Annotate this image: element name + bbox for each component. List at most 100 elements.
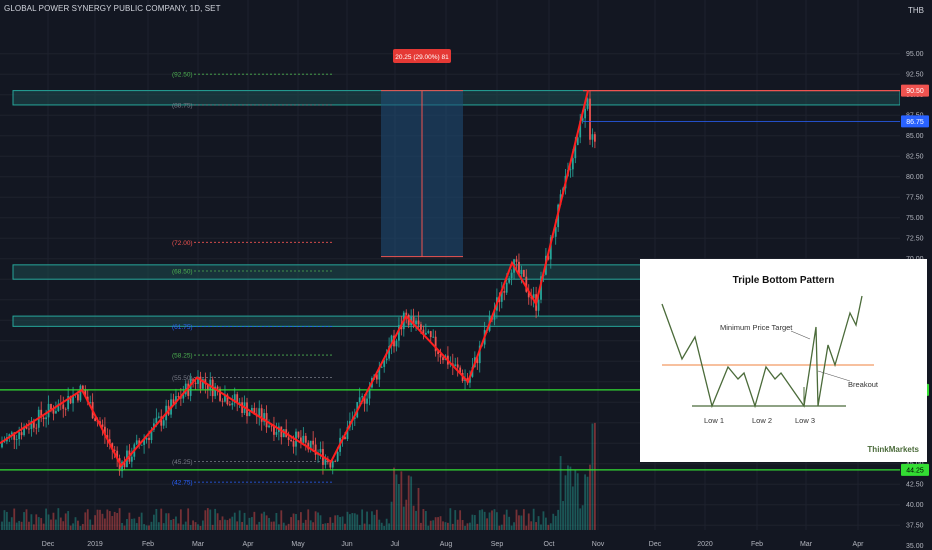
candle [314, 444, 317, 455]
candle [292, 441, 295, 447]
candle [228, 404, 231, 406]
volume-bar [189, 525, 192, 530]
candle [260, 408, 263, 422]
candle [579, 120, 582, 138]
volume-bar [549, 523, 552, 530]
candle [175, 396, 177, 404]
candle [57, 403, 60, 412]
volume-bar [584, 474, 586, 530]
x-tick: Jun [341, 541, 352, 548]
price-tag-label: 86.75 [906, 119, 924, 126]
candle [329, 462, 332, 468]
volume-bar [493, 509, 496, 530]
x-tick: 2020 [697, 541, 713, 548]
volume-bar [437, 517, 439, 530]
volume-bar [155, 508, 158, 530]
volume-bar [226, 520, 229, 530]
volume-bar [341, 516, 344, 530]
candle [456, 364, 459, 368]
level-label: (68.50) [172, 269, 193, 276]
volume-bar [224, 519, 226, 530]
price-projection: 20.25 (29.00%) 81 [381, 49, 463, 258]
candle [429, 331, 432, 338]
x-tick: Sep [491, 541, 504, 548]
volume-bar [50, 519, 52, 530]
candle [300, 437, 302, 443]
volume-bar [456, 519, 459, 530]
volume-bar [576, 473, 579, 530]
volume-bar [439, 516, 442, 530]
volume-bar [380, 522, 383, 530]
volume-bar [42, 523, 45, 530]
x-tick: Jul [391, 541, 400, 548]
volume-bar [157, 522, 160, 530]
volume-bar [407, 475, 410, 530]
x-tick: 2019 [87, 541, 103, 548]
y-tick: 82.50 [906, 154, 924, 161]
candle [35, 427, 38, 429]
candle [15, 439, 18, 440]
volume-bar [478, 510, 481, 530]
candle [527, 291, 530, 298]
candle [216, 386, 219, 389]
candle [581, 118, 584, 121]
candle [505, 282, 508, 293]
volume-bar [351, 513, 354, 530]
volume-bar [371, 511, 373, 530]
candle [383, 360, 386, 367]
candle [344, 436, 346, 440]
volume-bar [481, 509, 484, 530]
candle [241, 402, 243, 413]
volume-bar [84, 512, 87, 530]
candle [312, 440, 315, 445]
volume-bar [331, 522, 334, 530]
zigzag-pattern [0, 90, 589, 468]
x-tick: Aug [440, 541, 453, 548]
candle [500, 291, 503, 302]
y-tick: 95.00 [906, 51, 924, 58]
volume-bar [488, 512, 491, 530]
candle [375, 374, 378, 380]
candle [422, 329, 425, 335]
candle [530, 297, 533, 299]
volume-bar [40, 518, 43, 530]
time-axis: Dec 2019 Feb Mar Apr May Jun Jul Aug Sep Oct Nov Dec… [0, 532, 900, 550]
candle [571, 158, 574, 170]
volume-bar [148, 525, 150, 530]
volume-bar [591, 423, 594, 530]
volume-bar [412, 505, 415, 530]
volume-bar [8, 521, 11, 530]
volume-bar [594, 422, 596, 530]
volume-bar [270, 521, 273, 530]
candle [336, 451, 339, 462]
candle [334, 461, 337, 462]
candle [104, 426, 106, 436]
volume-bar [67, 511, 70, 530]
candle [270, 425, 273, 427]
volume-bar [454, 510, 457, 530]
y-tick: 92.50 [906, 72, 924, 79]
candle [437, 351, 439, 355]
candle [380, 366, 383, 368]
candle [155, 417, 158, 424]
candle [89, 401, 92, 403]
candle [476, 357, 479, 364]
volume-bar [265, 515, 268, 530]
volume-bar [126, 518, 128, 530]
candle [108, 439, 111, 444]
breakout-label: Breakout [848, 380, 879, 389]
volume-bar [81, 524, 84, 530]
x-tick: Mar [192, 541, 205, 548]
volume-bar [390, 501, 393, 530]
volume-bar [57, 508, 60, 530]
candle [150, 429, 153, 440]
volume-bar [473, 515, 476, 530]
candle [23, 426, 25, 436]
volume-bar [118, 508, 121, 530]
volume-bar [300, 512, 302, 530]
candle [20, 432, 23, 436]
volume-bar [424, 511, 427, 530]
candle [287, 437, 290, 441]
candle [157, 416, 160, 418]
